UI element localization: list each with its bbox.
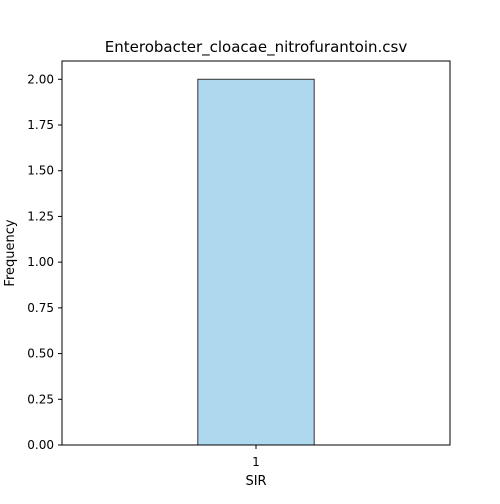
y-tick-label: 0.25 (27, 392, 54, 406)
bar (197, 78, 315, 446)
y-tick-label: 1.75 (27, 118, 54, 132)
y-tick-label: 1.00 (27, 255, 54, 269)
chart-title: Enterobacter_cloacae_nitrofurantoin.csv (105, 38, 408, 57)
y-tick-label: 2.00 (27, 72, 54, 86)
y-axis-label: Frequency (3, 219, 18, 286)
x-axis-label: SIR (245, 474, 266, 489)
y-tick-label: 0.00 (27, 438, 54, 452)
x-tick-label: 1 (252, 455, 260, 469)
y-tick-label: 0.75 (27, 301, 54, 315)
y-axis: 0.00 0.25 0.50 0.75 1.00 1.25 1.50 1.75 2.00 (27, 72, 62, 452)
y-tick-label: 1.50 (27, 164, 54, 178)
x-axis: 1 (252, 445, 260, 469)
bars-layer (197, 78, 315, 446)
y-tick-label: 1.25 (27, 209, 54, 223)
y-tick-label: 0.50 (27, 347, 54, 361)
